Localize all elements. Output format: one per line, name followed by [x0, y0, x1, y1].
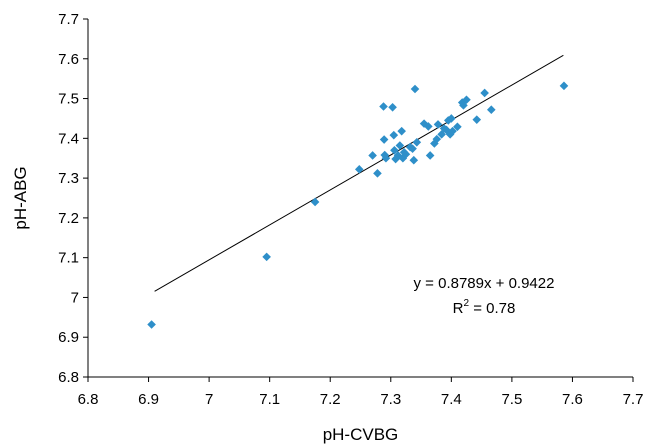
data-point — [559, 81, 569, 91]
tick-labels: 6.8 6.9 7 7.1 7.2 7.3 7.4 7.5 7.6 7.7 6.8 6.9 7 7.1 7.… — [58, 11, 643, 408]
regression-equation: y = 0.8789x + 0.9422 — [414, 275, 555, 292]
data-point — [442, 125, 451, 135]
data-point — [380, 150, 390, 160]
data-point — [433, 120, 443, 129]
y-tick-label: 7.6 — [58, 51, 79, 68]
x-tick-label: 7 — [205, 391, 213, 408]
data-point — [354, 165, 364, 174]
y-tick-label: 7.2 — [58, 210, 79, 227]
y-tick-label: 7.1 — [58, 250, 79, 267]
data-point — [444, 116, 453, 125]
data-point — [368, 151, 377, 160]
data-point — [395, 141, 405, 150]
data-point — [410, 84, 420, 94]
x-tick-label: 7.7 — [623, 391, 644, 408]
data-point — [388, 103, 397, 112]
data-point — [409, 155, 419, 165]
data-point — [397, 126, 406, 136]
data-point — [408, 144, 417, 153]
tick-marks — [83, 18, 634, 382]
x-axis-title: pH-CVBG — [323, 425, 399, 444]
x-tick-label: 7.6 — [562, 391, 583, 408]
y-tick-label: 7.5 — [58, 91, 79, 108]
y-tick-label: 7.3 — [58, 170, 79, 187]
data-points — [147, 81, 569, 329]
data-point — [472, 115, 482, 124]
y-tick-label: 7 — [71, 289, 79, 306]
y-tick-label: 7.4 — [58, 130, 79, 147]
data-point — [398, 153, 408, 163]
data-point — [424, 122, 433, 131]
x-tick-label: 7.5 — [501, 391, 522, 408]
x-tick-label: 6.9 — [138, 391, 159, 408]
data-point — [262, 252, 271, 262]
data-point — [425, 151, 435, 160]
data-point — [147, 320, 156, 329]
data-point — [432, 134, 442, 144]
data-point — [412, 138, 422, 147]
r-squared-label: R2 = 0.78 — [453, 298, 516, 317]
y-tick-label: 6.8 — [58, 369, 79, 386]
data-point — [310, 197, 320, 207]
data-point — [487, 105, 496, 114]
data-point — [462, 95, 471, 105]
x-tick-label: 7.2 — [320, 391, 341, 408]
data-point — [480, 88, 489, 98]
x-tick-label: 6.8 — [78, 391, 99, 408]
data-point — [389, 130, 399, 140]
data-point — [445, 130, 455, 139]
r2-value: = 0.78 — [469, 300, 515, 317]
data-point — [430, 139, 439, 148]
data-point — [373, 169, 382, 178]
data-point — [381, 153, 391, 163]
r2-prefix: R — [453, 300, 464, 317]
data-point — [379, 135, 389, 144]
data-point — [453, 122, 462, 132]
axes — [87, 19, 633, 378]
data-point — [391, 154, 400, 164]
y-tick-label: 6.9 — [58, 329, 79, 346]
data-point — [437, 130, 446, 139]
x-tick-label: 7.1 — [259, 391, 280, 408]
r2-superscript: 2 — [463, 298, 469, 309]
data-point — [447, 114, 456, 123]
data-point — [401, 149, 411, 159]
data-point — [393, 151, 403, 160]
x-tick-label: 7.4 — [441, 391, 462, 408]
x-tick-label: 7.3 — [380, 391, 401, 408]
data-point — [390, 145, 399, 155]
y-tick-label: 7.7 — [58, 11, 79, 28]
y-axis-title: pH-ABG — [11, 166, 30, 229]
data-point — [448, 126, 457, 136]
data-point — [379, 102, 388, 111]
